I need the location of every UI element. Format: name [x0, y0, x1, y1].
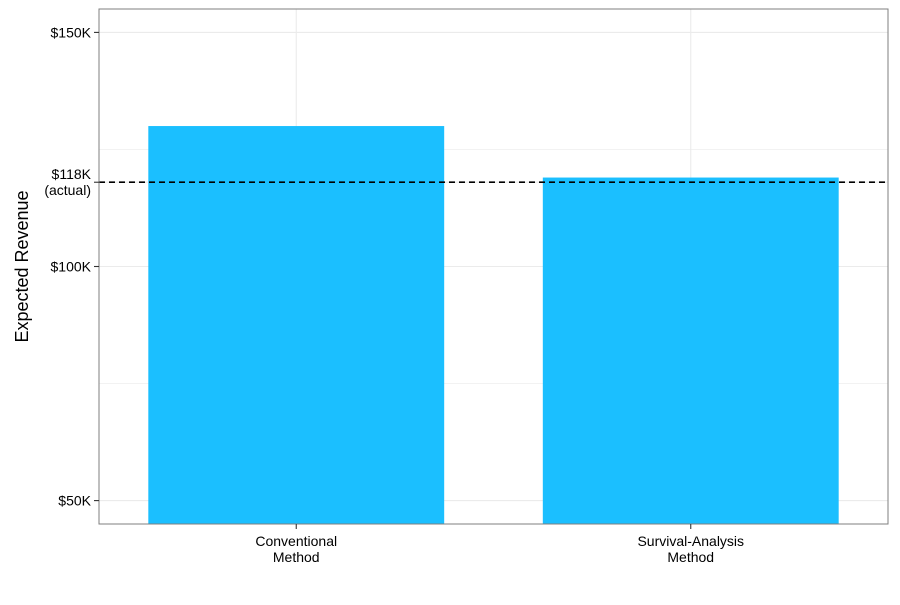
y-tick-label: $50K: [58, 493, 91, 509]
x-tick-label: Survival-Analysis: [637, 533, 744, 549]
y-axis-title: Expected Revenue: [12, 190, 32, 342]
x-tick-label: Method: [667, 549, 714, 565]
y-tick-label: $100K: [51, 259, 92, 275]
y-tick-label: $150K: [51, 24, 92, 40]
x-tick-label: Conventional: [255, 533, 337, 549]
bar: [148, 126, 445, 524]
x-tick-label: Method: [273, 549, 320, 565]
bar: [542, 177, 839, 524]
y-tick-label: $118K: [52, 166, 92, 182]
y-tick-label: (actual): [44, 182, 91, 198]
